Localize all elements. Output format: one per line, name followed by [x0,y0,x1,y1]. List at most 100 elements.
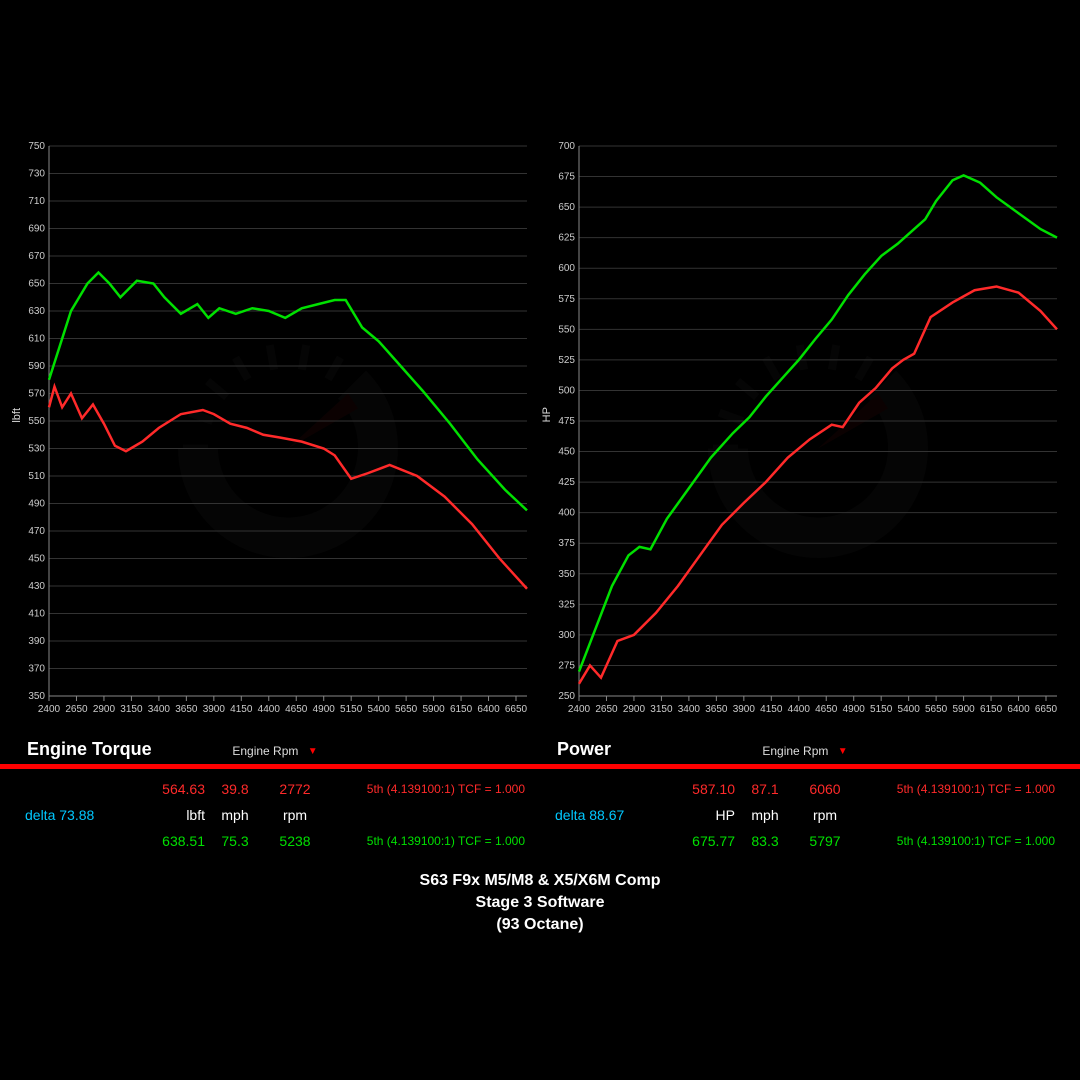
svg-text:3650: 3650 [705,704,728,715]
dyno-page: 3503703904104304504704905105305505705906… [0,0,1080,1080]
svg-text:5650: 5650 [395,704,418,715]
svg-text:3150: 3150 [650,704,673,715]
svg-text:710: 710 [28,196,45,207]
svg-text:2900: 2900 [623,704,646,715]
delta-label: delta [555,807,585,823]
svg-text:3900: 3900 [203,704,226,715]
torque-tuned-note: 5th (4.139100:1) TCF = 1.000 [325,834,525,848]
svg-text:6150: 6150 [450,704,473,715]
table-row: delta 88.67 HP mph rpm [555,802,1055,828]
divider-bar [0,764,1080,769]
svg-text:4150: 4150 [760,704,783,715]
table-row: delta 73.88 lbft mph rpm [25,802,525,828]
svg-text:670: 670 [28,251,45,262]
torque-stock-note: 5th (4.139100:1) TCF = 1.000 [325,782,525,796]
unit-lbft: lbft [120,807,205,823]
svg-text:4900: 4900 [843,704,866,715]
power-chart: 2502753003253503754004254504755005255505… [545,140,1065,720]
svg-text:550: 550 [28,416,45,427]
svg-text:470: 470 [28,526,45,537]
caption: S63 F9x M5/M8 & X5/X6M Comp Stage 3 Soft… [0,870,1080,936]
torque-tuned-v3: 5238 [265,833,325,849]
unit-mph: mph [205,807,265,823]
power-ylabel: HP [541,407,553,422]
svg-text:490: 490 [28,499,45,510]
svg-text:575: 575 [558,294,575,305]
torque-ylabel: lbft [11,408,23,423]
svg-text:650: 650 [558,202,575,213]
data-table: 564.63 39.8 2772 5th (4.139100:1) TCF = … [25,776,1055,854]
svg-text:630: 630 [28,306,45,317]
svg-text:6400: 6400 [1007,704,1030,715]
svg-text:6150: 6150 [980,704,1003,715]
torque-svg: 3503703904104304504704905105305505705906… [15,140,535,720]
svg-text:2400: 2400 [568,704,591,715]
svg-text:570: 570 [28,389,45,400]
table-row: 564.63 39.8 2772 5th (4.139100:1) TCF = … [25,776,525,802]
svg-text:3650: 3650 [175,704,198,715]
svg-text:300: 300 [558,630,575,641]
power-tuned-v3: 5797 [795,833,855,849]
table-row: 638.51 75.3 5238 5th (4.139100:1) TCF = … [25,828,525,854]
svg-text:5400: 5400 [898,704,921,715]
dropdown-icon[interactable]: ▼ [308,746,318,757]
svg-text:275: 275 [558,660,575,671]
svg-text:400: 400 [558,508,575,519]
svg-text:4900: 4900 [313,704,336,715]
svg-text:350: 350 [558,569,575,580]
power-stock-v2: 87.1 [735,781,795,797]
svg-text:530: 530 [28,444,45,455]
svg-text:6650: 6650 [505,704,528,715]
svg-text:450: 450 [28,554,45,565]
power-title: Power [557,739,611,760]
svg-text:3400: 3400 [148,704,171,715]
svg-text:510: 510 [28,471,45,482]
svg-text:4650: 4650 [285,704,308,715]
power-delta: 88.67 [589,807,624,823]
svg-text:500: 500 [558,385,575,396]
torque-stock-v3: 2772 [265,781,325,797]
table-row: 587.10 87.1 6060 5th (4.139100:1) TCF = … [555,776,1055,802]
svg-text:5650: 5650 [925,704,948,715]
svg-text:4650: 4650 [815,704,838,715]
svg-text:600: 600 [558,263,575,274]
dropdown-icon[interactable]: ▼ [838,746,848,757]
svg-text:6650: 6650 [1035,704,1058,715]
svg-text:690: 690 [28,224,45,235]
svg-text:5150: 5150 [340,704,363,715]
torque-data: 564.63 39.8 2772 5th (4.139100:1) TCF = … [25,776,525,854]
svg-text:2900: 2900 [93,704,116,715]
svg-text:730: 730 [28,169,45,180]
unit-rpm: rpm [795,807,855,823]
caption-line1: S63 F9x M5/M8 & X5/X6M Comp [0,870,1080,892]
svg-text:4400: 4400 [788,704,811,715]
svg-text:2650: 2650 [595,704,618,715]
svg-text:375: 375 [558,538,575,549]
svg-text:3150: 3150 [120,704,143,715]
svg-text:2650: 2650 [65,704,88,715]
svg-text:700: 700 [558,141,575,152]
torque-delta: 73.88 [59,807,94,823]
unit-mph: mph [735,807,795,823]
power-data: 587.10 87.1 6060 5th (4.139100:1) TCF = … [555,776,1055,854]
svg-text:610: 610 [28,334,45,345]
svg-text:650: 650 [28,279,45,290]
power-svg: 2502753003253503754004254504755005255505… [545,140,1065,720]
svg-text:4150: 4150 [230,704,253,715]
power-stock-note: 5th (4.139100:1) TCF = 1.000 [855,782,1055,796]
svg-text:250: 250 [558,691,575,702]
torque-chart: 3503703904104304504704905105305505705906… [15,140,535,720]
svg-text:430: 430 [28,581,45,592]
torque-xlabel: Engine Rpm [232,744,298,758]
power-tuned-v2: 83.3 [735,833,795,849]
svg-text:6400: 6400 [477,704,500,715]
svg-text:625: 625 [558,233,575,244]
svg-text:325: 325 [558,599,575,610]
torque-title: Engine Torque [27,739,152,760]
svg-text:5150: 5150 [870,704,893,715]
svg-text:3900: 3900 [733,704,756,715]
svg-text:3400: 3400 [678,704,701,715]
svg-text:590: 590 [28,361,45,372]
torque-tuned-v2: 75.3 [205,833,265,849]
svg-text:370: 370 [28,664,45,675]
